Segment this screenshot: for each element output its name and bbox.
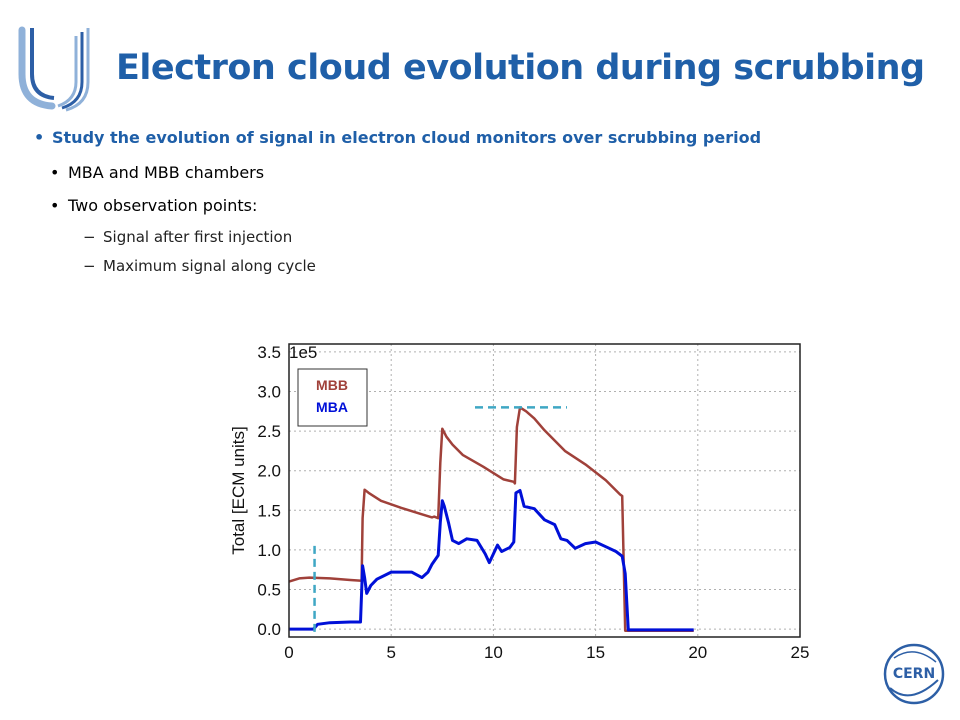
y-tick-label: 3.0	[257, 383, 281, 402]
bullet-item-chambers: • MBA and MBB chambers	[50, 163, 264, 182]
bullet-text: MBA and MBB chambers	[68, 163, 265, 182]
y-tick-label: 0.5	[257, 580, 281, 599]
cern-logo-icon: CERN	[883, 643, 945, 705]
y-tick-label: 3.5	[257, 343, 281, 362]
x-tick-label: 20	[688, 643, 707, 662]
series-line-mbb	[288, 406, 694, 632]
x-tick-label: 5	[386, 643, 395, 662]
x-tick-label: 0	[284, 643, 293, 662]
bullet-item-study: • Study the evolution of signal in electr…	[34, 128, 761, 147]
y-tick-label: 1.5	[257, 501, 281, 520]
bullet-item-observation: • Two observation points:	[50, 196, 257, 215]
legend-entry-mbb: MBB	[316, 377, 348, 393]
bullet-marker: •	[50, 163, 60, 182]
y-tick-label: 2.0	[257, 462, 281, 481]
y-offset-label: 1e5	[289, 343, 317, 362]
legend-box	[297, 368, 368, 427]
bullet-text: Two observation points:	[68, 196, 258, 215]
slide-title: Electron cloud evolution during scrubbin…	[116, 48, 925, 88]
y-tick-label: 1.0	[257, 541, 281, 560]
plot-area	[289, 344, 800, 637]
y-tick-label: 0.0	[257, 620, 281, 639]
bullet-marker: •	[34, 128, 45, 147]
bullet-item-first-injection: − Signal after first injection	[83, 228, 292, 246]
series-line-mba	[289, 489, 694, 632]
bullet-marker: −	[83, 257, 96, 275]
plot-frame	[288, 343, 801, 638]
legend-entry-mba: MBA	[316, 399, 348, 415]
bullet-text: Maximum signal along cycle	[103, 257, 316, 275]
y-tick-label: 2.5	[257, 422, 281, 441]
y-axis-label: Total [ECM units]	[229, 426, 248, 555]
bullet-marker: −	[83, 228, 96, 246]
x-tick-label: 25	[791, 643, 810, 662]
bullet-item-max-signal: − Maximum signal along cycle	[83, 257, 316, 275]
bullet-text: Signal after first injection	[103, 228, 293, 246]
university-logo-icon	[18, 26, 90, 112]
ecloud-chart: 0 5 10 15 20 25 0.0 0.5 1.0 1.5 2.0 2.5 3.0 3.5 1e5 Tot…	[229, 343, 810, 662]
cern-logo-text: CERN	[893, 666, 935, 682]
bullet-text: Study the evolution of signal in electro…	[52, 128, 762, 147]
bullet-marker: •	[50, 196, 60, 215]
x-tick-label: 15	[586, 643, 605, 662]
x-tick-label: 10	[484, 643, 503, 662]
